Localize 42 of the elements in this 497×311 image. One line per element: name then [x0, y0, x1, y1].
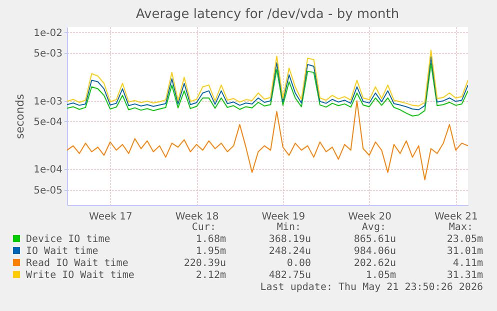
legend-label: Write IO Wait time — [25, 270, 134, 282]
line-series — [67, 63, 468, 116]
text: Max: — [448, 222, 473, 234]
text: 865.61u — [354, 234, 396, 246]
x-tick-label: Week 18 — [175, 212, 219, 222]
chart-title: Average latency for /dev/vda - by month — [136, 7, 400, 22]
text: 1.95m — [196, 246, 226, 258]
text: Min: — [276, 222, 301, 234]
text: 220.39u — [184, 258, 226, 270]
text: 984.06u — [354, 246, 396, 258]
text: 1.05m — [366, 270, 396, 282]
text: 4.11m — [452, 258, 483, 270]
text: 31.01m — [446, 246, 483, 258]
legend-label: Device IO time — [25, 234, 110, 246]
y-tick-label: 5e-04 — [34, 116, 62, 128]
y-tick-label: 1e-03 — [34, 96, 62, 108]
y-tick-label: 5e-03 — [34, 48, 62, 60]
text: Last update: Thu May 21 23:50:26 2026 — [260, 282, 483, 294]
text: 368.19u — [268, 234, 311, 246]
text: 202.62u — [354, 258, 396, 270]
text: Avg: — [362, 222, 386, 234]
text: 2.12m — [196, 270, 226, 282]
y-tick-label: 1e-04 — [34, 164, 62, 176]
x-tick-label: Week 19 — [262, 212, 306, 222]
x-tick-label: Week 17 — [89, 212, 132, 222]
text: Cur: — [192, 222, 216, 234]
legend-label: IO Wait time — [25, 246, 98, 258]
line-series — [67, 56, 468, 110]
text: 0.00 — [286, 258, 311, 270]
line-series — [67, 50, 468, 107]
x-tick-label: Week 21 — [434, 212, 478, 222]
text: 482.75u — [268, 270, 311, 282]
line-series — [67, 100, 468, 180]
text: 31.31m — [446, 270, 483, 282]
y-tick-label: 1e-02 — [34, 28, 62, 39]
x-tick-label: Week 20 — [348, 212, 392, 222]
text: 1.68m — [196, 234, 226, 246]
text: 248.24u — [268, 246, 311, 258]
text: 23.05m — [446, 234, 483, 246]
legend-label: Read IO Wait time — [25, 258, 128, 270]
y-tick-label: 5e-05 — [34, 185, 62, 196]
y-axis-title: seconds — [14, 94, 27, 139]
